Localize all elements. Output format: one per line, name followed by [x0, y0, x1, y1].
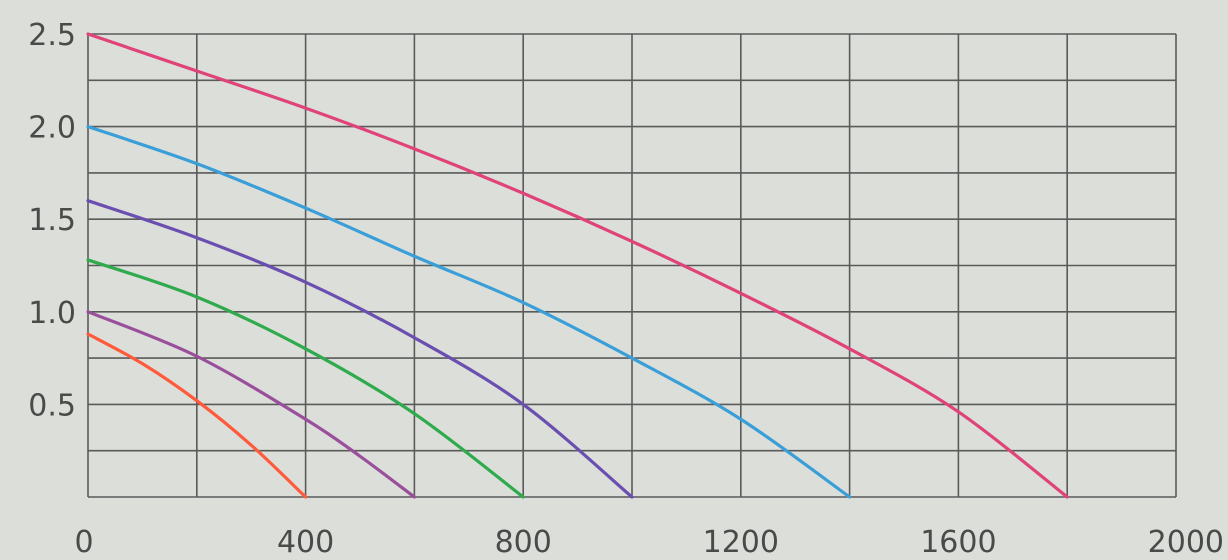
series-line-5 [86, 125, 852, 499]
x-tick-label: 400 [277, 525, 334, 560]
y-tick-label: 2.5 [28, 18, 76, 53]
series-line-1 [86, 332, 308, 499]
x-tick-label: 800 [495, 525, 552, 560]
y-axis-ticks: 0.5 1.0 1.5 2.0 2.5 [28, 18, 76, 423]
x-axis-ticks: 0 400 800 1200 1600 2000 [74, 525, 1224, 560]
series-line-6 [86, 32, 1069, 499]
grid [87, 33, 1177, 498]
x-tick-label: 1600 [920, 525, 996, 560]
y-tick-label: 1.5 [28, 203, 76, 238]
series-layer [86, 32, 1069, 499]
series-line-2 [86, 310, 416, 499]
y-tick-label: 0.5 [28, 388, 76, 423]
x-tick-label: 1200 [703, 525, 779, 560]
y-tick-label: 1.0 [28, 296, 76, 331]
y-tick-label: 2.0 [28, 111, 76, 146]
x-tick-label: 0 [74, 525, 93, 560]
x-tick-label: 2000 [1148, 525, 1224, 560]
series-line-4 [86, 199, 634, 499]
series-line-3 [86, 258, 525, 499]
